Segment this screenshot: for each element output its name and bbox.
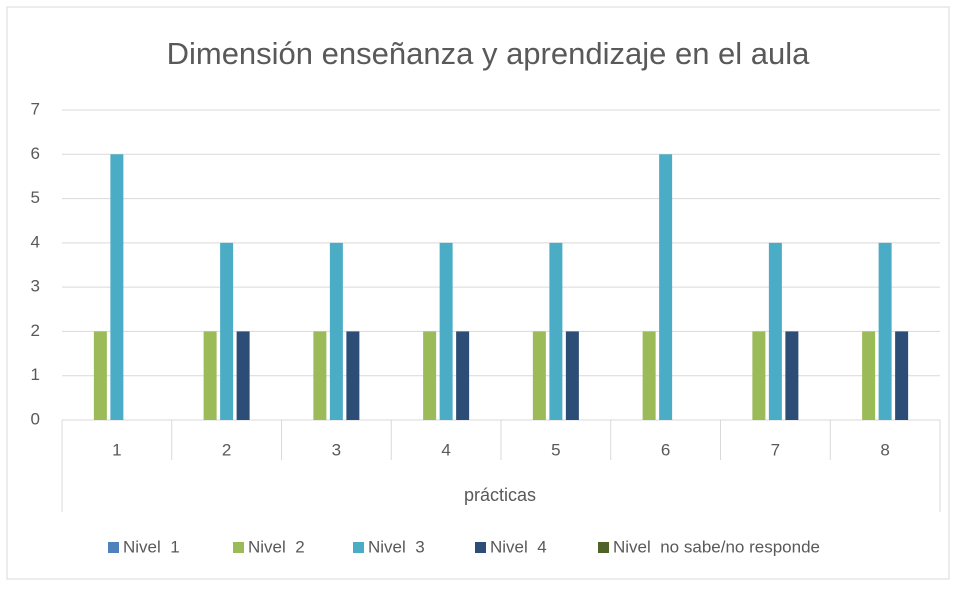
- chart-title: Dimensión enseñanza y aprendizaje en el …: [167, 36, 811, 71]
- legend-swatch: [475, 542, 486, 553]
- legend-label: Nivel 1: [123, 537, 180, 556]
- legend-swatch: [353, 542, 364, 553]
- y-tick-label: 7: [31, 99, 40, 118]
- bar: [313, 331, 327, 420]
- bar: [329, 242, 343, 420]
- x-tick-label: 6: [661, 440, 670, 459]
- bar: [768, 242, 782, 420]
- bar: [93, 331, 107, 420]
- y-tick-label: 3: [31, 277, 40, 296]
- bar: [110, 154, 124, 421]
- legend-label: Nivel 4: [490, 537, 547, 556]
- x-tick-label: 5: [551, 440, 560, 459]
- y-tick-label: 1: [31, 365, 40, 384]
- x-tick-label: 4: [441, 440, 450, 459]
- bar: [220, 242, 234, 420]
- bar: [532, 331, 546, 420]
- y-tick-label: 6: [31, 144, 40, 163]
- bar: [642, 331, 656, 420]
- bar: [659, 154, 673, 421]
- bar: [456, 331, 470, 420]
- legend-swatch: [108, 542, 119, 553]
- bar: [895, 331, 909, 420]
- bar: [346, 331, 360, 420]
- legend-swatch: [233, 542, 244, 553]
- bar: [423, 331, 437, 420]
- x-tick-label: 7: [771, 440, 780, 459]
- legend-label: Nivel no sabe/no responde: [613, 537, 820, 556]
- legend-label: Nivel 2: [248, 537, 305, 556]
- bar: [752, 331, 766, 420]
- bar: [862, 331, 876, 420]
- x-tick-label: 2: [222, 440, 231, 459]
- x-tick-label: 3: [332, 440, 341, 459]
- x-tick-label: 8: [880, 440, 889, 459]
- x-axis-label: prácticas: [464, 485, 536, 505]
- bar: [439, 242, 453, 420]
- y-tick-label: 0: [31, 409, 40, 428]
- legend-label: Nivel 3: [368, 537, 425, 556]
- bar: [549, 242, 563, 420]
- bar: [878, 242, 892, 420]
- y-tick-label: 2: [31, 321, 40, 340]
- bar: [203, 331, 217, 420]
- bar: [236, 331, 250, 420]
- bar: [565, 331, 579, 420]
- bar: [785, 331, 799, 420]
- chart-border: [6, 6, 950, 580]
- y-tick-label: 5: [31, 188, 40, 207]
- legend-swatch: [598, 542, 609, 553]
- y-tick-label: 4: [31, 232, 40, 251]
- x-tick-label: 1: [112, 440, 121, 459]
